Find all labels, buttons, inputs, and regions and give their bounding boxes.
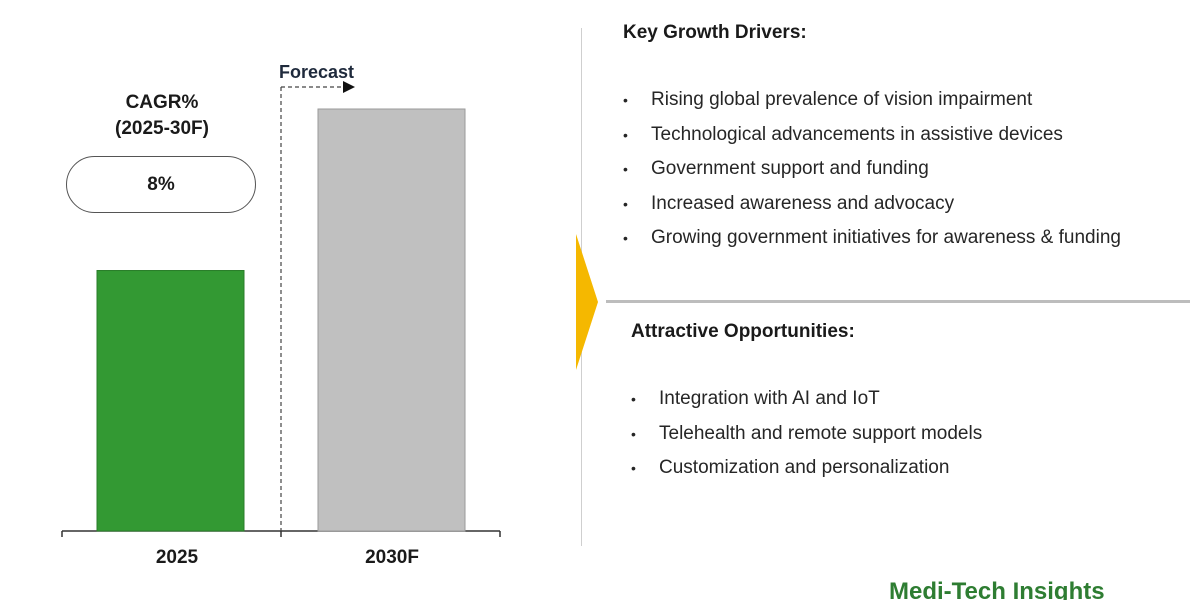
chevron-right-icon [576,234,598,370]
driver-item-text: Government support and funding [651,158,929,179]
bullet-icon: • [623,195,628,212]
driver-item-text: Technological advancements in assistive … [651,123,1063,145]
driver-item-text: Increased awareness and advocacy [651,192,955,214]
cagr-title-line1: CAGR% [125,92,199,113]
driver-item-text: Growing government initiatives for aware… [651,227,1121,248]
cagr-title: CAGR% (2025-30F) [62,90,262,142]
bullet-icon: • [631,391,636,407]
forecast-arrow-head [343,81,355,93]
opportunity-item-text: Telehealth and remote support models [659,422,983,444]
opportunity-item-text: Customization and personalization [659,457,950,478]
bullet-icon: • [623,230,628,246]
driver-item: • Increased awareness and advocacy [623,187,1121,222]
opportunity-item: • Telehealth and remote support models [631,417,982,452]
tick-labels-group: 2025 2030F [156,547,419,568]
driver-item: • Growing government initiatives for awar… [623,221,1121,256]
drivers-list: • Rising global prevalence of vision impa… [623,83,1121,256]
cagr-value-badge: 8% [66,156,256,213]
driver-item-text: Rising global prevalence of vision impai… [651,89,1033,110]
bar-chart: 2025 2030F [61,81,501,568]
horizontal-divider [606,300,1190,303]
brand-logo-text: Medi-Tech Insights [889,578,1105,600]
bullet-icon: • [623,161,628,177]
drivers-heading: Key Growth Drivers: [623,22,807,43]
driver-item: • Government support and funding [623,152,1121,187]
bullet-icon: • [623,92,628,108]
x-tick-label-2030f: 2030F [365,547,419,568]
bar-2030f [317,108,466,532]
bars-group [96,108,466,532]
x-tick-label-2025: 2025 [156,547,199,568]
bullet-icon: • [623,126,628,143]
opportunities-list: • Integration with AI and IoT • Telehealth … [631,382,982,486]
forecast-label: Forecast [279,62,355,82]
driver-item: • Technological advancements in assistive… [623,118,1121,153]
cagr-title-line2: (2025-30F) [115,118,209,139]
opportunity-item: • Integration with AI and IoT [631,382,982,417]
bullet-icon: • [631,460,636,476]
bullet-icon: • [631,425,636,442]
opportunities-heading: Attractive Opportunities: [631,321,855,342]
bar-2025 [96,270,245,532]
opportunity-item-text: Integration with AI and IoT [659,388,880,409]
cagr-value: 8% [147,173,175,195]
opportunity-item: • Customization and personalization [631,451,982,486]
driver-item: • Rising global prevalence of vision impa… [623,83,1121,118]
